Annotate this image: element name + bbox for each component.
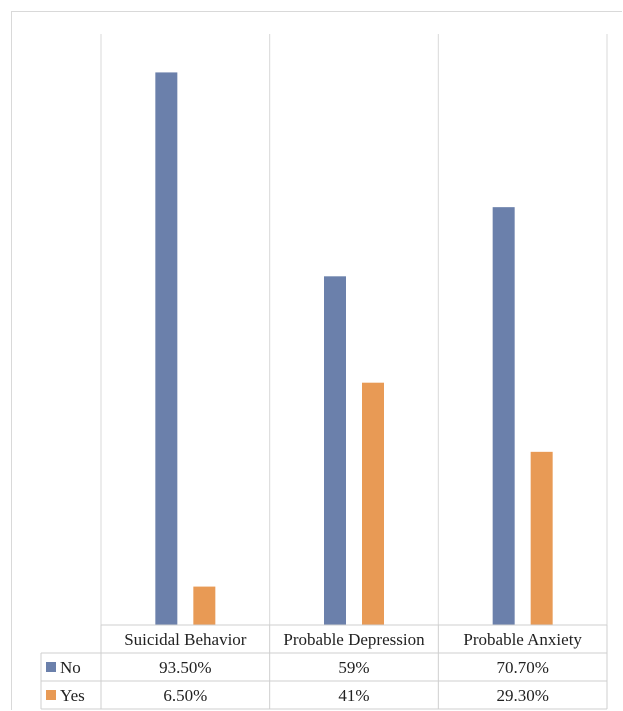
data-value: 41% (338, 686, 369, 705)
bar-yes-1 (362, 382, 384, 625)
data-value: 59% (338, 658, 369, 677)
category-label: Suicidal Behavior (124, 630, 247, 649)
bar-yes-0 (193, 586, 216, 625)
bar-yes-2 (530, 451, 553, 625)
category-label: Probable Anxiety (463, 630, 582, 649)
chart-frame (11, 11, 622, 710)
legend-label-yes: Yes (60, 686, 85, 705)
legend-swatch-no (46, 662, 56, 672)
data-value: 93.50% (159, 658, 211, 677)
legend-label-no: No (60, 658, 81, 677)
data-value: 70.70% (496, 658, 548, 677)
data-value: 29.30% (496, 686, 548, 705)
data-value: 6.50% (163, 686, 207, 705)
category-label: Probable Depression (283, 630, 425, 649)
bar-no-2 (492, 207, 515, 625)
bar-no-0 (155, 72, 178, 626)
legend-swatch-yes (46, 690, 56, 700)
bar-no-1 (324, 276, 346, 625)
